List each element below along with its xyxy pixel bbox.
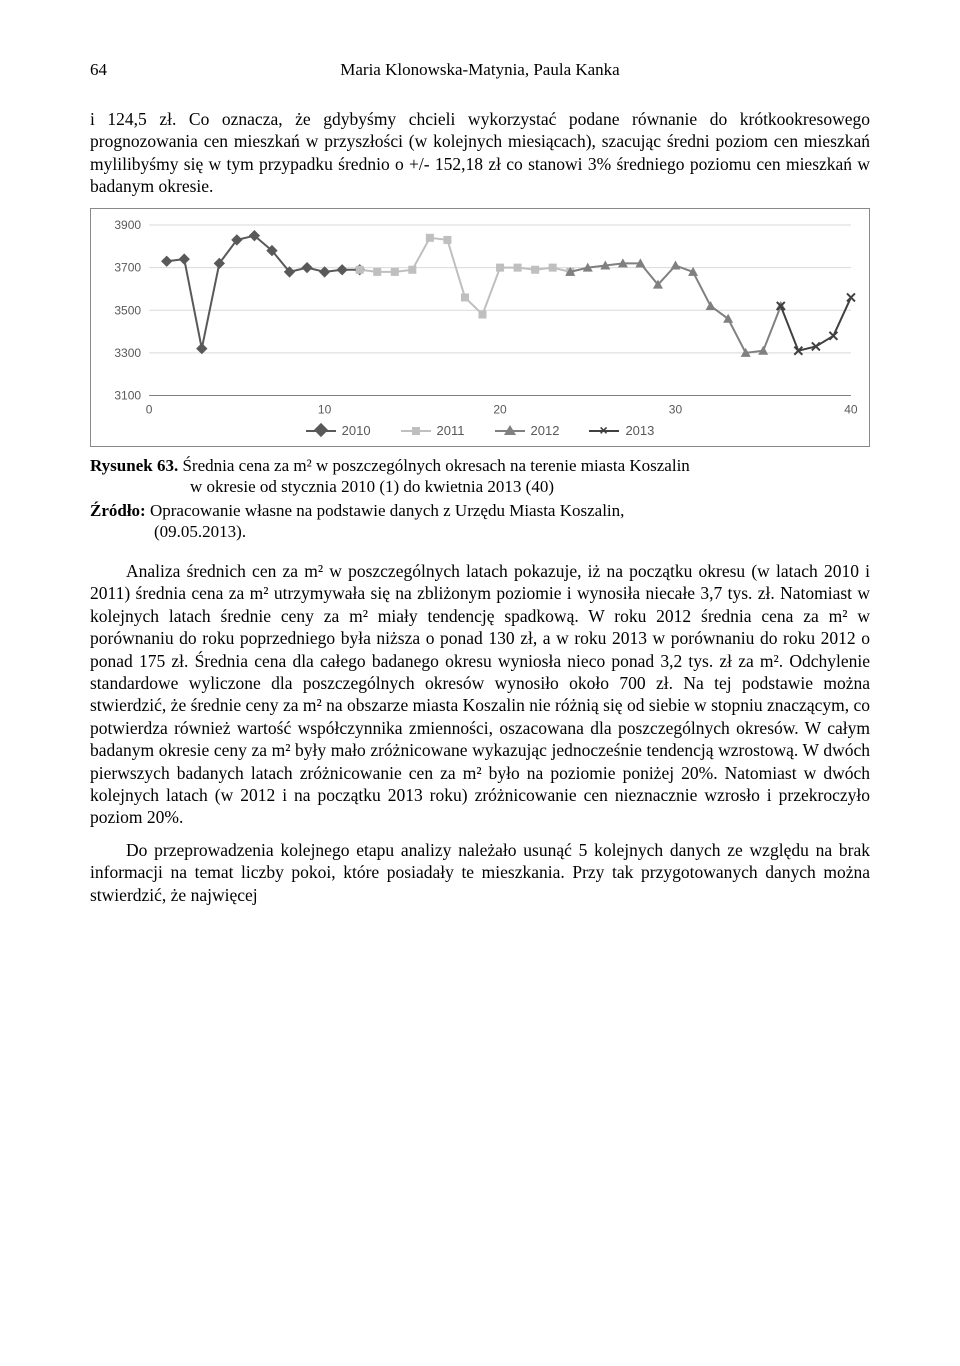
- source-text-2: (09.05.2013).: [90, 521, 870, 542]
- legend-label: 2010: [342, 423, 371, 438]
- svg-text:40: 40: [844, 402, 858, 416]
- figure-caption-text: Średnia cena za m² w poszczególnych okre…: [182, 456, 689, 475]
- paragraph-2: Analiza średnich cen za m² w poszczególn…: [90, 560, 870, 829]
- svg-text:30: 30: [669, 402, 683, 416]
- legend-label: 2012: [531, 423, 560, 438]
- page-number: 64: [90, 60, 130, 80]
- source-label: Źródło:: [90, 501, 146, 520]
- header-authors: Maria Klonowska-Matynia, Paula Kanka: [130, 60, 830, 80]
- figure-caption-line2: w okresie od stycznia 2010 (1) do kwietn…: [90, 476, 870, 497]
- svg-text:3900: 3900: [114, 218, 141, 232]
- legend-label: 2011: [437, 423, 465, 438]
- legend-label: 2013: [625, 423, 654, 438]
- svg-text:3500: 3500: [114, 303, 141, 317]
- paragraph-3: Do przeprowadzenia kolejnego etapu anali…: [90, 839, 870, 906]
- svg-text:3300: 3300: [114, 345, 141, 359]
- legend-item-2013: × 2013: [589, 423, 654, 438]
- line-chart: 3100 3300 3500 3700 3900 0 10 20 30 40: [99, 217, 861, 418]
- source-line: Źródło: Opracowanie własne na podstawie …: [90, 500, 870, 521]
- figure-caption: Rysunek 63. Średnia cena za m² w poszcze…: [90, 455, 870, 476]
- legend-item-2011: 2011: [401, 423, 465, 438]
- paragraph-1: i 124,5 zł. Co oznacza, że gdybyśmy chci…: [90, 108, 870, 198]
- chart-legend: 2010 2011 2012 × 2013: [99, 423, 861, 438]
- chart-container: 3100 3300 3500 3700 3900 0 10 20 30 40 2010 2011 …: [90, 208, 870, 448]
- svg-text:0: 0: [146, 402, 153, 416]
- legend-item-2010: 2010: [306, 423, 371, 438]
- source-text-1: Opracowanie własne na podstawie danych z…: [150, 501, 624, 520]
- svg-text:20: 20: [493, 402, 507, 416]
- svg-text:3100: 3100: [114, 388, 141, 402]
- legend-item-2012: 2012: [495, 423, 560, 438]
- figure-number: Rysunek 63.: [90, 456, 178, 475]
- page-header: 64 Maria Klonowska-Matynia, Paula Kanka: [90, 60, 870, 80]
- svg-text:10: 10: [318, 402, 332, 416]
- svg-text:3700: 3700: [114, 260, 141, 274]
